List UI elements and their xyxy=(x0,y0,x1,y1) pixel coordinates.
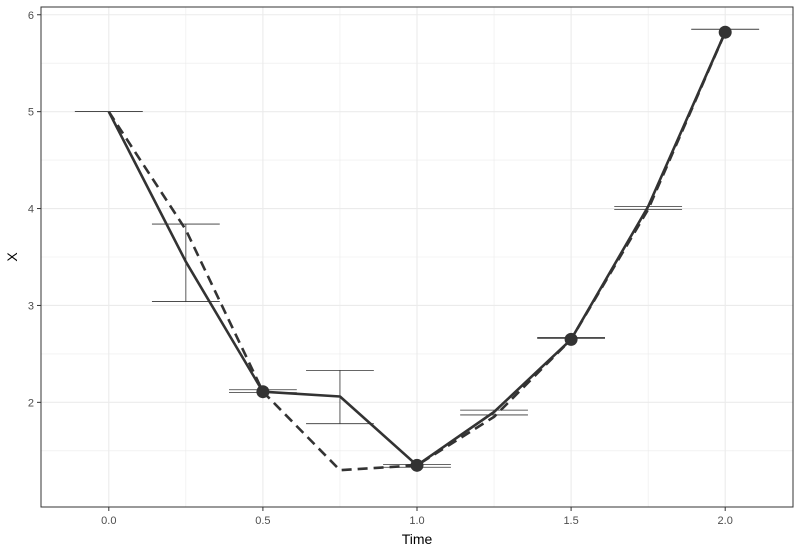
y-tick-label: 3 xyxy=(28,300,34,312)
x-axis: 0.0 0.5 1.0 1.5 2.0 xyxy=(101,507,733,527)
y-tick-label: 4 xyxy=(28,204,34,216)
series-line-dashed xyxy=(107,31,727,472)
y-tick-label: 5 xyxy=(28,107,34,119)
y-axis: 2 3 4 5 6 xyxy=(28,10,41,409)
x-tick-label: 0.5 xyxy=(255,515,270,527)
x-tick-label: 0.0 xyxy=(101,515,116,527)
major-gridlines xyxy=(41,7,793,507)
data-points xyxy=(256,25,732,472)
x-tick-label: 1.0 xyxy=(409,515,424,527)
y-tick-label: 2 xyxy=(28,397,34,409)
data-point xyxy=(564,332,578,346)
x-tick-label: 1.5 xyxy=(563,515,578,527)
y-tick-label: 6 xyxy=(28,10,34,22)
data-point xyxy=(718,25,732,39)
x-axis-title: Time xyxy=(402,531,433,547)
y-axis-title: X xyxy=(4,252,20,262)
x-tick-label: 2.0 xyxy=(718,515,733,527)
data-point xyxy=(410,458,424,472)
data-point xyxy=(256,385,270,399)
